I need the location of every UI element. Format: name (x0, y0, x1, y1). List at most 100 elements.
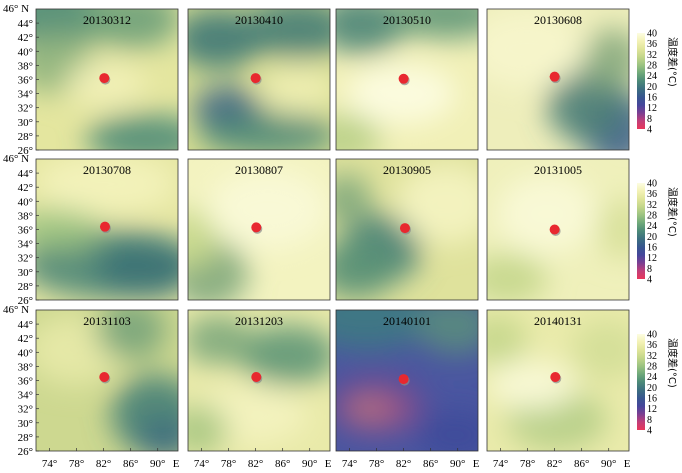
map-panel: 20130807 (187, 158, 331, 301)
x-tick-label: 86° (423, 458, 438, 470)
colorbar-tick-label: 16 (647, 93, 657, 104)
colorbar-tick-label: 8 (647, 415, 652, 426)
panel-date-label: 20130510 (383, 13, 431, 27)
y-tick-label: 44° (18, 319, 33, 331)
colorbar-title: 温度差(°C) (666, 187, 679, 237)
station-marker (99, 73, 110, 84)
temperature-field (487, 9, 587, 89)
colorbar-tick-label: 20 (647, 383, 657, 394)
station-marker (399, 223, 410, 234)
x-tick-label: 90° (450, 458, 465, 470)
temperature-field (136, 420, 178, 451)
y-tick-label: 40° (18, 196, 33, 208)
x-tick-label: 90° (601, 458, 616, 470)
temperature-field (36, 159, 176, 214)
colorbar-tick-label: 12 (647, 404, 657, 415)
station-marker (550, 371, 561, 382)
y-tick-label: 38° (18, 361, 33, 373)
x-tick-label: 82° (547, 458, 562, 470)
temperature-field (386, 9, 478, 39)
colorbar-tick-label: 4 (647, 426, 652, 437)
y-tick-label: 42° (18, 32, 33, 44)
colorbar-tick-label: 32 (647, 351, 657, 362)
panel-date-label: 20130708 (83, 163, 131, 177)
temperature-field (416, 410, 478, 451)
temperature-field (243, 9, 330, 59)
station-marker (398, 73, 409, 84)
x-tick-label: 82° (96, 458, 111, 470)
x-tick-label: 74° (42, 458, 57, 470)
colorbar-tick-label: 32 (647, 50, 657, 61)
temperature-field (198, 112, 330, 150)
colorbar-tick-label: 4 (647, 125, 652, 136)
colorbar-tick-label: 24 (647, 372, 657, 383)
panel-frame (486, 8, 630, 151)
colorbar-tick-label: 28 (647, 211, 657, 222)
y-tick-label: 26° (18, 295, 33, 307)
temperature-field (188, 315, 253, 365)
temperature-field (36, 209, 101, 249)
colorbar-tick-label: 16 (647, 394, 657, 405)
station-marker (398, 374, 409, 385)
colorbar-tick-label: 36 (647, 340, 657, 351)
temperature-field (96, 310, 166, 360)
map-panel: 20140131 (486, 309, 630, 452)
y-tick-label: 32° (18, 253, 33, 265)
map-panel: 20131005 (486, 158, 630, 301)
panel-date-label: 20131203 (235, 314, 283, 328)
x-tick-label: 74° (342, 458, 357, 470)
x-axis-suffix: E (624, 458, 631, 470)
colorbar-tick-label: 40 (647, 330, 657, 341)
station-marker (250, 73, 261, 84)
temperature-field (188, 405, 228, 451)
x-tick-label: 74° (493, 458, 508, 470)
x-tick-label: 78° (69, 458, 84, 470)
temperature-field (336, 114, 381, 150)
station-marker (549, 71, 560, 82)
x-tick-label: 74° (194, 458, 209, 470)
x-tick-label: 86° (275, 458, 290, 470)
colorbar-tick-label: 28 (647, 61, 657, 72)
colorbar (637, 334, 645, 430)
temperature-field (336, 174, 371, 224)
y-tick-label: 32° (18, 103, 33, 115)
colorbar-tick-label: 40 (647, 29, 657, 40)
colorbar-title: 温度差(°C) (666, 338, 679, 388)
x-tick-label: 82° (396, 458, 411, 470)
colorbar-title: 温度差(°C) (666, 37, 679, 87)
colorbar (637, 33, 645, 129)
y-tick-label: 38° (18, 60, 33, 72)
colorbar-tick-label: 24 (647, 221, 657, 232)
panel-frame (187, 309, 331, 452)
panel-date-label: 20130312 (83, 13, 131, 27)
temperature-field (81, 9, 178, 49)
x-tick-label: 78° (520, 458, 535, 470)
colorbar-tick-label: 32 (647, 200, 657, 211)
x-tick-label: 86° (123, 458, 138, 470)
panel-frame (335, 8, 479, 151)
map-panel: 20130708 (35, 158, 179, 301)
y-axis-top-label: 46° N (3, 153, 29, 165)
temperature-field (396, 164, 478, 244)
colorbar-tick-label: 12 (647, 253, 657, 264)
panel-date-label: 20130410 (235, 13, 283, 27)
y-tick-label: 30° (18, 418, 33, 430)
colorbar-tick-label: 28 (647, 362, 657, 373)
map-panel: 20130312 (35, 8, 179, 151)
y-tick-label: 40° (18, 347, 33, 359)
y-tick-label: 30° (18, 267, 33, 279)
y-tick-label: 44° (18, 18, 33, 30)
temperature-field (238, 325, 330, 385)
y-axis-top-label: 46° N (3, 304, 29, 316)
y-tick-label: 26° (18, 446, 33, 458)
x-axis-suffix: E (173, 458, 180, 470)
y-tick-label: 28° (18, 281, 33, 293)
y-tick-label: 34° (18, 89, 33, 101)
temperature-field (487, 360, 577, 410)
map-panel: 20131203 (187, 309, 331, 452)
panel-date-label: 20140101 (383, 314, 431, 328)
panel-date-label: 20130608 (534, 13, 582, 27)
panel-date-label: 20131103 (83, 314, 131, 328)
station-marker (99, 221, 110, 232)
